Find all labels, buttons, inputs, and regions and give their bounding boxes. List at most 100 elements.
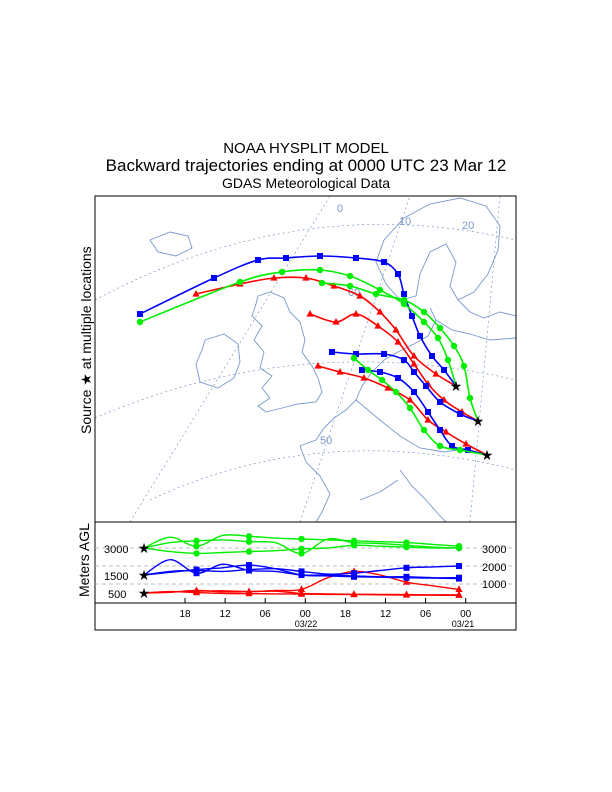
chart-title: Backward trajectories ending at 0000 UTC… bbox=[105, 156, 507, 175]
map-marker-blue-5-1 bbox=[465, 447, 471, 453]
map-marker-red-0-6 bbox=[374, 322, 382, 329]
map-marker-red-1-3 bbox=[424, 416, 432, 423]
map-marker-blue-4-3 bbox=[423, 383, 429, 389]
time-axis: 18 12 06 00 18 12 06 00 bbox=[179, 598, 472, 620]
map-marker-green-7-7 bbox=[316, 266, 324, 274]
height-point-1-10 bbox=[402, 578, 411, 585]
time-tick-label-7: 00 bbox=[460, 609, 472, 620]
height-star-500: ★ bbox=[138, 586, 151, 602]
map-grid-labels: 0 10 20 60 50 bbox=[320, 203, 474, 447]
date-label-0321: 03/21 bbox=[452, 619, 475, 629]
map-marker-red-1-1 bbox=[462, 440, 470, 447]
chart-title-model: NOAA HYSPLIT MODEL bbox=[223, 140, 389, 157]
map-marker-green-7-4 bbox=[400, 300, 408, 308]
map-marker-green-8-7 bbox=[364, 366, 372, 374]
map-marker-blue-3-3 bbox=[417, 333, 423, 339]
height-point-4-10 bbox=[403, 564, 410, 571]
map-marker-green-7-8 bbox=[278, 268, 286, 276]
map-marker-blue-4-6 bbox=[381, 351, 387, 357]
map-marker-green-8-5 bbox=[392, 388, 400, 396]
lon-label-10: 10 bbox=[399, 216, 411, 228]
height-source-stars: ★ ★ ★ bbox=[138, 541, 151, 602]
height-point-2-4 bbox=[245, 589, 253, 597]
height-point-5-10 bbox=[403, 573, 410, 580]
map-trajectories bbox=[136, 253, 488, 456]
map-marker-blue-3-7 bbox=[381, 259, 387, 265]
map-marker-red-1-5 bbox=[384, 384, 392, 391]
map-marker-blue-3-2 bbox=[429, 353, 435, 359]
map-marker-green-6-7 bbox=[372, 290, 380, 298]
map-marker-red-0-4 bbox=[410, 360, 418, 367]
lon-label-0: 0 bbox=[337, 203, 343, 215]
height-point-2-10 bbox=[402, 591, 411, 598]
map-marker-blue-3-11 bbox=[255, 257, 261, 263]
map-marker-red-2-2 bbox=[410, 352, 418, 359]
map-marker-blue-5-7 bbox=[377, 369, 383, 375]
map-marker-blue-5-8 bbox=[359, 367, 365, 373]
map-marker-green-6-9 bbox=[318, 279, 326, 287]
time-tick-label-4: 18 bbox=[340, 609, 352, 620]
height-point-8-8 bbox=[350, 542, 358, 549]
map-marker-red-0-5 bbox=[394, 338, 402, 345]
map-marker-green-8-2 bbox=[436, 442, 444, 450]
map-marker-green-7-6 bbox=[346, 272, 354, 280]
map-trajectory-blue-3 bbox=[139, 255, 457, 387]
height-point-6-2 bbox=[193, 543, 200, 550]
map-marker-blue-4-1 bbox=[457, 411, 463, 417]
map-marker-red-0-9 bbox=[306, 310, 314, 317]
time-tick-label-1: 12 bbox=[220, 609, 232, 620]
map-marker-red-1-6 bbox=[360, 374, 368, 381]
time-tick-label-2: 06 bbox=[260, 609, 272, 620]
map-trajectory-red-0 bbox=[309, 313, 479, 422]
map-side-label-star: ★ bbox=[79, 373, 95, 386]
height-level-labels: 3000 1500 500 3000 2000 1000 bbox=[104, 544, 506, 601]
map-marker-green-6-2 bbox=[460, 362, 468, 370]
map-marker-green-7-10 bbox=[136, 318, 144, 326]
map-marker-green-6-8 bbox=[346, 282, 354, 290]
height-point-8-6 bbox=[298, 545, 305, 553]
lon-label-20: 20 bbox=[462, 220, 474, 232]
map-side-label-source: Source bbox=[78, 389, 94, 434]
source-star-2: ★ bbox=[472, 414, 485, 430]
map-marker-blue-3-8 bbox=[353, 255, 359, 261]
lat-label-50: 50 bbox=[320, 435, 332, 447]
height-point-4-6 bbox=[298, 568, 305, 575]
map-marker-blue-3-4 bbox=[409, 313, 415, 319]
map-marker-blue-3-12 bbox=[211, 275, 217, 281]
height-point-4-12 bbox=[456, 563, 462, 569]
map-marker-green-7-2 bbox=[434, 334, 442, 342]
map-marker-blue-5-4 bbox=[425, 409, 431, 415]
map-marker-blue-5-2 bbox=[449, 443, 455, 449]
height-trajectories bbox=[143, 533, 463, 598]
map-marker-red-2-10 bbox=[192, 290, 200, 297]
height-star-1500: ★ bbox=[138, 568, 151, 584]
map-marker-blue-5-5 bbox=[411, 389, 417, 395]
map-marker-green-8-3 bbox=[420, 426, 428, 434]
map-marker-green-7-1 bbox=[444, 356, 452, 364]
map-marker-red-2-1 bbox=[432, 370, 440, 377]
map-marker-green-7-5 bbox=[376, 286, 384, 294]
map-marker-green-8-1 bbox=[456, 446, 464, 454]
right-level-1000: 1000 bbox=[482, 579, 506, 591]
chart-subtitle: GDAS Meteorological Data bbox=[221, 175, 391, 191]
height-point-8-4 bbox=[245, 548, 253, 555]
right-level-3000: 3000 bbox=[482, 544, 506, 556]
map-marker-red-2-8 bbox=[270, 274, 278, 281]
time-tick-label-5: 12 bbox=[380, 609, 392, 620]
height-point-1-6 bbox=[297, 585, 306, 592]
map-trajectory-green-7 bbox=[139, 268, 457, 387]
map-marker-red-2-5 bbox=[356, 292, 364, 299]
map-marker-green-8-8 bbox=[350, 354, 358, 362]
map-marker-blue-3-6 bbox=[395, 271, 401, 277]
map-marker-blue-4-5 bbox=[401, 357, 407, 363]
height-star-3000: ★ bbox=[138, 541, 151, 557]
map-marker-red-2-7 bbox=[302, 274, 310, 281]
map-marker-green-8-6 bbox=[378, 376, 386, 384]
map-marker-blue-5-3 bbox=[437, 427, 443, 433]
height-panel-frame bbox=[94, 521, 517, 631]
map-marker-green-6-1 bbox=[466, 394, 474, 402]
height-point-8-10 bbox=[403, 543, 410, 551]
height-point-5-4 bbox=[246, 567, 252, 574]
map-side-label-tail: at multiple locations bbox=[78, 246, 94, 370]
